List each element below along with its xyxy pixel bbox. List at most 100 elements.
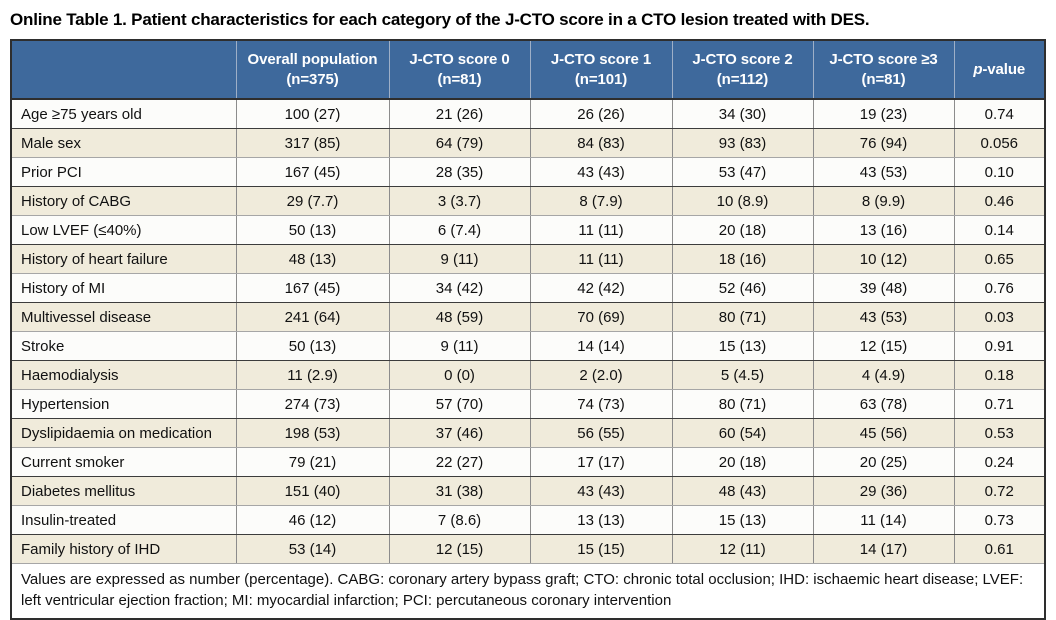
cell-p-value: 0.61 (953, 534, 1046, 564)
row-label: Insulin-treated (10, 505, 237, 535)
cell-p-value: 0.74 (953, 98, 1046, 129)
cell-value: 18 (16) (671, 244, 814, 274)
table-row: Hypertension 274 (73) 57 (70) 74 (73) 80 (71… (10, 389, 1046, 419)
cell-p-value: 0.14 (953, 215, 1046, 245)
cell-value: 26 (26) (529, 98, 673, 129)
cell-value: 93 (83) (671, 128, 814, 158)
column-header-0 (11, 40, 237, 100)
cell-value: 79 (21) (235, 447, 390, 477)
cell-value: 20 (25) (812, 447, 955, 477)
cell-value: 46 (12) (235, 505, 390, 535)
cell-value: 53 (47) (671, 157, 814, 187)
column-header-5: J-CTO score ≥3 (n=81) (813, 40, 955, 100)
cell-value: 57 (70) (388, 389, 531, 419)
cell-p-value: 0.73 (953, 505, 1046, 535)
cell-value: 241 (64) (235, 302, 390, 332)
column-header-1: Overall population (n=375) (236, 40, 390, 100)
cell-value: 29 (7.7) (235, 186, 390, 216)
cell-value: 19 (23) (812, 98, 955, 129)
row-label: Haemodialysis (10, 360, 237, 390)
cell-value: 11 (11) (529, 215, 673, 245)
row-label: History of MI (10, 273, 237, 303)
column-header-6: p-value (954, 40, 1045, 100)
cell-value: 20 (18) (671, 447, 814, 477)
cell-value: 42 (42) (529, 273, 673, 303)
row-label: Diabetes mellitus (10, 476, 237, 506)
cell-value: 4 (4.9) (812, 360, 955, 390)
cell-p-value: 0.53 (953, 418, 1046, 448)
table-row: Stroke 50 (13) 9 (11) 14 (14) 15 (13) 12 (15)… (10, 331, 1046, 361)
cell-value: 74 (73) (529, 389, 673, 419)
row-label: History of CABG (10, 186, 237, 216)
cell-value: 12 (11) (671, 534, 814, 564)
cell-value: 28 (35) (388, 157, 531, 187)
footnote-row: Values are expressed as number (percenta… (11, 563, 1045, 619)
cell-value: 2 (2.0) (529, 360, 673, 390)
cell-value: 43 (43) (529, 476, 673, 506)
cell-value: 43 (53) (812, 302, 955, 332)
cell-value: 14 (17) (812, 534, 955, 564)
cell-p-value: 0.03 (953, 302, 1046, 332)
cell-p-value: 0.10 (953, 157, 1046, 187)
cell-value: 43 (53) (812, 157, 955, 187)
cell-value: 167 (45) (235, 157, 390, 187)
cell-value: 34 (42) (388, 273, 531, 303)
cell-value: 76 (94) (812, 128, 955, 158)
table-row: Insulin-treated 46 (12) 7 (8.6) 13 (13) 15 (… (10, 505, 1046, 535)
row-label: Hypertension (10, 389, 237, 419)
row-label: Stroke (10, 331, 237, 361)
cell-value: 11 (11) (529, 244, 673, 274)
cell-value: 274 (73) (235, 389, 390, 419)
table-row: History of MI 167 (45) 34 (42) 42 (42) 52 (4… (10, 273, 1046, 303)
cell-value: 3 (3.7) (388, 186, 531, 216)
cell-value: 70 (69) (529, 302, 673, 332)
cell-value: 5 (4.5) (671, 360, 814, 390)
row-label: Prior PCI (10, 157, 237, 187)
cell-value: 37 (46) (388, 418, 531, 448)
cell-value: 84 (83) (529, 128, 673, 158)
row-label: Male sex (10, 128, 237, 158)
header-row: Overall population (n=375) J-CTO score 0 (n… (11, 40, 1045, 100)
cell-value: 63 (78) (812, 389, 955, 419)
cell-value: 10 (8.9) (671, 186, 814, 216)
cell-p-value: 0.18 (953, 360, 1046, 390)
row-label: Low LVEF (≤40%) (10, 215, 237, 245)
cell-p-value: 0.056 (953, 128, 1046, 158)
cell-p-value: 0.24 (953, 447, 1046, 477)
cell-p-value: 0.72 (953, 476, 1046, 506)
table-row: Haemodialysis 11 (2.9) 0 (0) 2 (2.0) 5 (4.5)… (10, 360, 1046, 390)
cell-value: 31 (38) (388, 476, 531, 506)
cell-value: 8 (9.9) (812, 186, 955, 216)
cell-value: 317 (85) (235, 128, 390, 158)
row-label: Age ≥75 years old (10, 98, 237, 129)
table-row: History of heart failure 48 (13) 9 (11) 11 … (10, 244, 1046, 274)
cell-value: 14 (14) (529, 331, 673, 361)
cell-value: 0 (0) (388, 360, 531, 390)
cell-p-value: 0.46 (953, 186, 1046, 216)
cell-value: 39 (48) (812, 273, 955, 303)
table-footnote: Values are expressed as number (percenta… (11, 563, 1045, 619)
cell-value: 34 (30) (671, 98, 814, 129)
table-row: Prior PCI 167 (45) 28 (35) 43 (43) 53 (47) 43… (10, 157, 1046, 187)
cell-value: 52 (46) (671, 273, 814, 303)
cell-value: 198 (53) (235, 418, 390, 448)
cell-value: 45 (56) (812, 418, 955, 448)
cell-value: 8 (7.9) (529, 186, 673, 216)
cell-p-value: 0.65 (953, 244, 1046, 274)
cell-p-value: 0.71 (953, 389, 1046, 419)
cell-value: 11 (14) (812, 505, 955, 535)
cell-value: 9 (11) (388, 331, 531, 361)
cell-value: 12 (15) (812, 331, 955, 361)
table-row: Dyslipidaemia on medication 198 (53) 37 (4… (10, 418, 1046, 448)
cell-value: 60 (54) (671, 418, 814, 448)
table-row: Male sex 317 (85) 64 (79) 84 (83) 93 (83) 76 … (10, 128, 1046, 158)
cell-value: 43 (43) (529, 157, 673, 187)
cell-value: 13 (16) (812, 215, 955, 245)
cell-value: 100 (27) (235, 98, 390, 129)
row-label: Multivessel disease (10, 302, 237, 332)
cell-p-value: 0.76 (953, 273, 1046, 303)
table-row: Multivessel disease 241 (64) 48 (59) 70 (69… (10, 302, 1046, 332)
cell-value: 15 (13) (671, 505, 814, 535)
cell-value: 48 (59) (388, 302, 531, 332)
